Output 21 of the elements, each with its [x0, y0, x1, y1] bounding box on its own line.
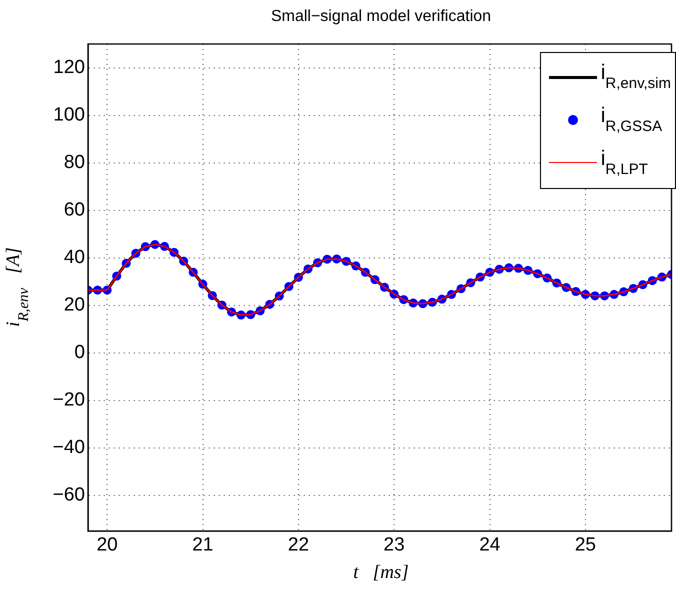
legend-label: i$_{R,env,sim}$: [600, 61, 671, 92]
x-tick-label: 21: [192, 534, 214, 556]
x-tick-label: 20: [96, 534, 118, 556]
y-tick-label: 120: [53, 56, 85, 78]
y-tick-label: −20: [52, 390, 85, 411]
chart-title: Small−signal model verification: [270, 8, 492, 26]
y-tick-label: 100: [53, 104, 85, 126]
x-tick-label: 24: [479, 534, 501, 556]
y-tick-label: 40: [64, 247, 85, 268]
y-tick-label: −60: [52, 484, 85, 506]
x-axis-title: t [ms]: [352, 562, 410, 584]
legend-label: i$_{R,GSSA}$: [600, 104, 662, 135]
legend-label: i$_{R,LPT}$: [600, 147, 648, 178]
x-tick-label: 23: [384, 534, 405, 556]
x-tick-label: 22: [288, 534, 310, 556]
y-tick-label: 60: [64, 200, 85, 221]
y-tick-label: 80: [64, 152, 85, 174]
y-tick-label: 0: [74, 342, 85, 364]
y-tick-label: −40: [52, 437, 85, 458]
x-tick-label: 25: [574, 534, 596, 556]
y-tick-label: 20: [64, 294, 85, 316]
